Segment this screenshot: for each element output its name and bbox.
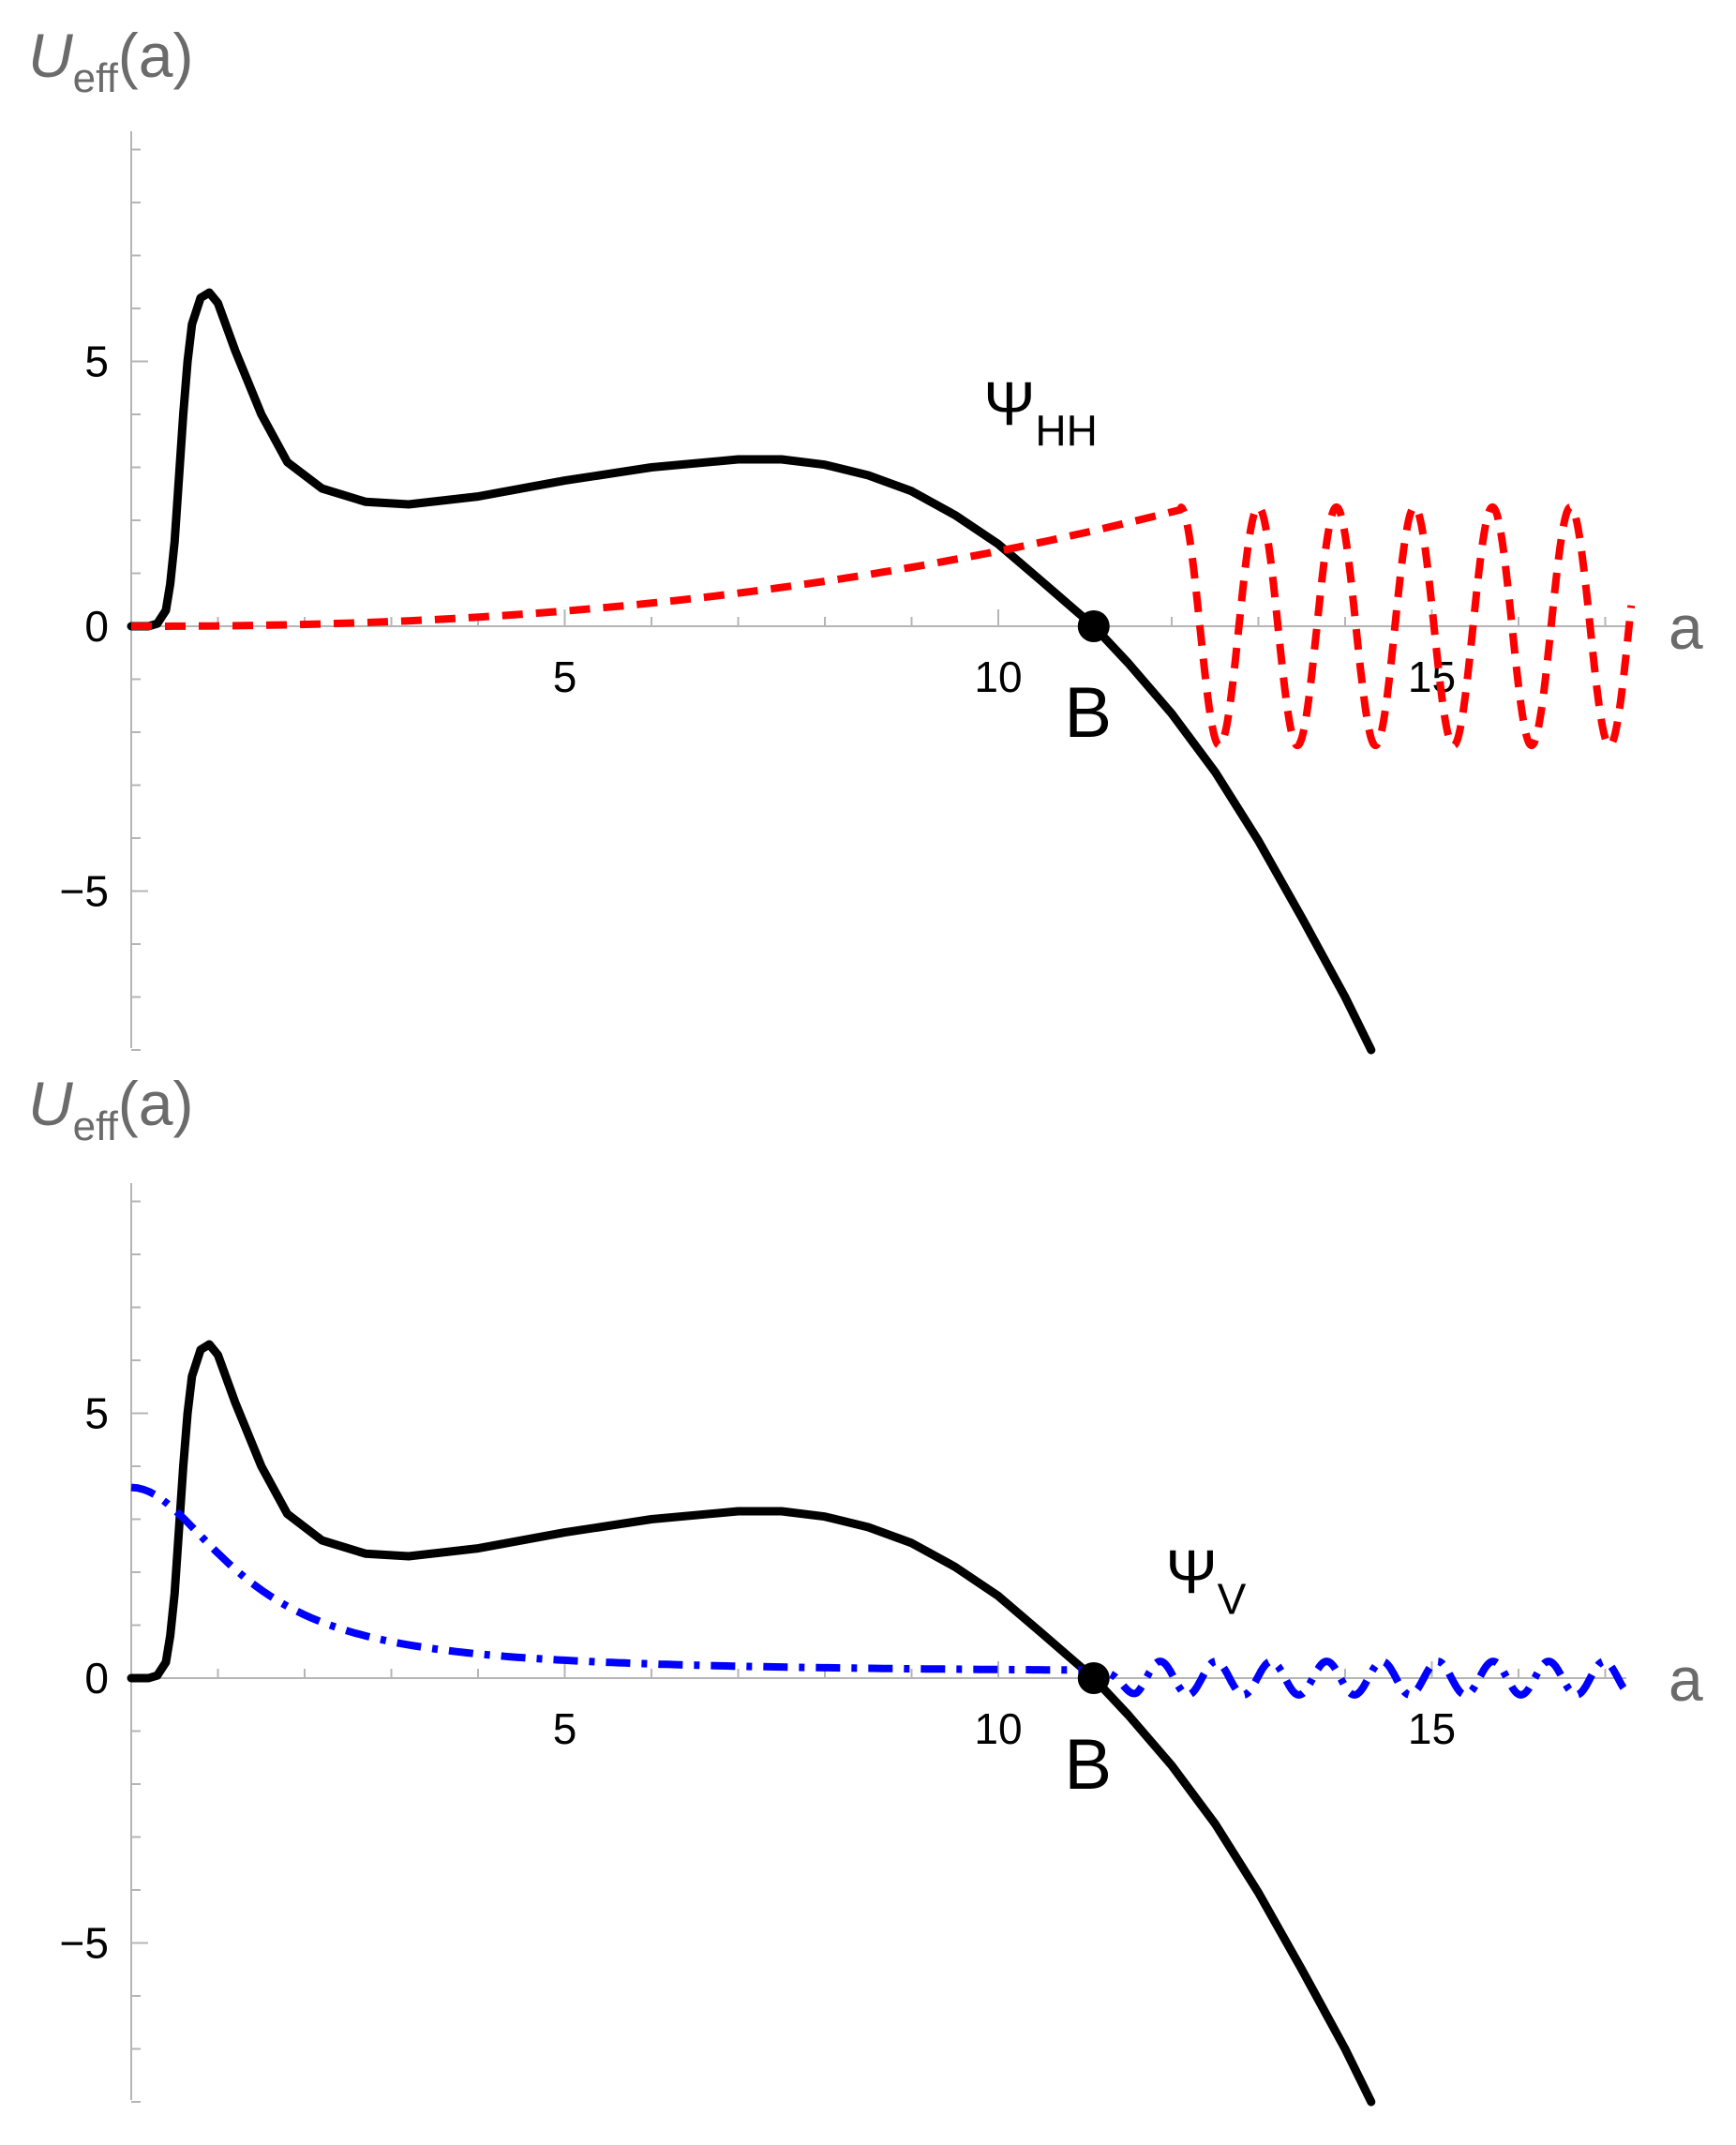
turning-point-marker <box>1077 1662 1110 1694</box>
x-axis-label: a <box>1669 1644 1703 1714</box>
y-tick-label: 5 <box>84 1389 109 1438</box>
turning-point-label: B <box>1064 1725 1112 1805</box>
x-tick-label: 15 <box>1408 1704 1456 1753</box>
y-tick-label: 0 <box>84 1654 109 1702</box>
y-axis-label: Ueff(a) <box>28 21 193 101</box>
x-axis-label: a <box>1669 592 1703 662</box>
x-tick-label: 15 <box>1408 652 1456 701</box>
y-tick-label: −5 <box>60 867 109 916</box>
top-panel: −5 0 5 5 10 15 a Ueff(a) B ΨHH <box>28 21 1703 1055</box>
wavefunction-curve <box>131 502 1636 750</box>
turning-point-label: B <box>1064 673 1112 753</box>
x-tick-label: 5 <box>553 652 577 701</box>
y-tick-label: 0 <box>84 602 109 651</box>
bottom-panel: −5 0 5 5 10 15 a Ueff(a) B ΨV <box>28 1069 1703 2107</box>
y-axis-label: Ueff(a) <box>28 1069 193 1149</box>
x-tick-label: 10 <box>974 652 1022 701</box>
x-tick-label: 10 <box>974 1704 1022 1753</box>
y-tick-label: −5 <box>60 1919 109 1968</box>
turning-point-marker <box>1077 610 1110 642</box>
wavefunction-curve <box>130 1483 1635 1699</box>
wavefunction-label: ΨHH <box>983 368 1098 455</box>
y-tick-label: 5 <box>84 338 109 386</box>
wavefunction-label: ΨV <box>1166 1538 1247 1624</box>
x-tick-label: 5 <box>553 1704 577 1753</box>
potential-curve <box>127 288 1376 1055</box>
